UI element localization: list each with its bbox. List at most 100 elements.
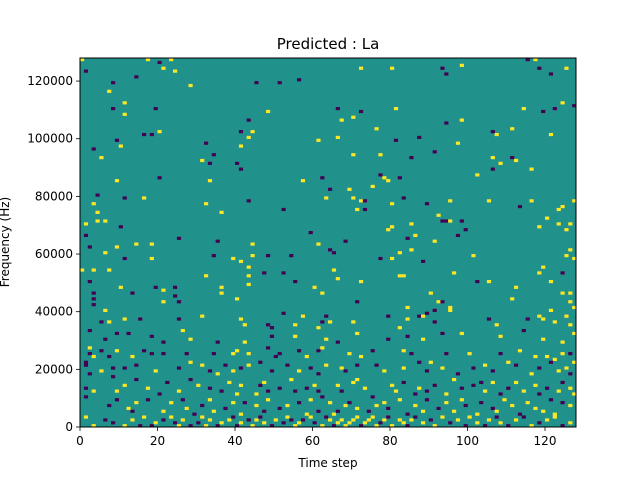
heatmap-cell [83, 386, 89, 390]
heatmap-cell [235, 424, 240, 428]
heatmap-cell [134, 75, 139, 79]
heatmap-cell [448, 308, 453, 312]
heatmap-cell [471, 254, 476, 258]
heatmap-cell [448, 421, 453, 425]
heatmap-cell [331, 412, 337, 416]
heatmap-cell [285, 415, 290, 419]
heatmap-cell [134, 401, 139, 405]
heatmap-cell [459, 331, 464, 336]
heatmap-cell [382, 418, 387, 422]
heatmap-cell [103, 418, 108, 422]
heatmap-cell [390, 225, 395, 229]
heatmap-cell [502, 398, 507, 402]
heatmap-cell [215, 372, 220, 376]
y-tick-label: 60000 [35, 247, 73, 261]
heatmap-cell [366, 418, 371, 422]
heatmap-cell [223, 406, 228, 410]
heatmap-cell [335, 383, 340, 387]
heatmap-cell [498, 421, 503, 425]
heatmap-cell [355, 377, 360, 382]
heatmap-cell [122, 383, 127, 387]
heatmap-cell [463, 228, 468, 232]
heatmap-cell [254, 418, 259, 422]
heatmap-cell [188, 424, 193, 428]
heatmap-cell [269, 424, 275, 428]
y-tick-label: 100000 [27, 132, 73, 146]
heatmap-cell [448, 199, 453, 203]
heatmap-cell [475, 279, 480, 284]
heatmap-cell [91, 291, 96, 295]
heatmap-cell [564, 314, 569, 318]
heatmap-cell [486, 317, 492, 321]
heatmap-cell [568, 403, 573, 408]
x-axis-label: Time step [297, 456, 357, 470]
heatmap-cell [459, 386, 464, 390]
heatmap-cell [273, 418, 278, 422]
heatmap-cell [432, 308, 437, 312]
heatmap-cell [169, 415, 174, 419]
heatmap-cell [91, 147, 96, 151]
heatmap-cell [145, 58, 151, 62]
heatmap-cell [293, 424, 298, 428]
heatmap-cell [417, 360, 422, 364]
heatmap-cell [537, 421, 542, 425]
heatmap-cell [475, 173, 480, 177]
heatmap-cell [455, 372, 461, 376]
heatmap-cell [498, 334, 503, 338]
heatmap-cell [297, 78, 302, 82]
heatmap-cell [231, 352, 236, 356]
heatmap-cell [421, 409, 426, 413]
heatmap-cell [331, 251, 337, 255]
heatmap-cell [568, 248, 573, 252]
heatmap-cell [207, 418, 213, 422]
heatmap-cell [339, 118, 344, 122]
heatmap-cell [525, 317, 530, 321]
heatmap-cell [215, 239, 220, 243]
heatmap-cell [339, 366, 344, 370]
heatmap-cell [444, 392, 449, 396]
heatmap-cell [405, 317, 410, 321]
heatmap-cell [335, 135, 340, 140]
heatmap-cell [471, 366, 476, 370]
heatmap-cell [161, 288, 166, 292]
heatmap-cell [552, 412, 557, 416]
plot-area [79, 57, 577, 428]
heatmap-cell [424, 398, 430, 402]
heatmap-cell [87, 372, 92, 376]
heatmap-cell [173, 69, 178, 73]
heatmap-cell [297, 421, 302, 425]
heatmap-cell [91, 297, 96, 301]
heatmap-cell [514, 380, 519, 385]
plot-frame [79, 57, 577, 428]
heatmap-cell [378, 421, 383, 425]
heatmap-cell [173, 294, 178, 298]
heatmap-cell [200, 314, 205, 318]
y-axis-ticks: 0 20000 40000 60000 80000 100000 120000 [27, 74, 80, 434]
heatmap-cell [200, 363, 205, 367]
heatmap-cell [370, 184, 375, 189]
heatmap-cell [161, 409, 166, 413]
x-tick-label: 60 [305, 434, 320, 448]
heatmap-cell [351, 115, 356, 119]
heatmap-cell [289, 377, 294, 382]
heatmap-cell [529, 372, 534, 376]
heatmap-cell [320, 176, 325, 180]
heatmap-cell [316, 138, 321, 142]
heatmap-cell [91, 389, 96, 393]
heatmap-cell [173, 421, 178, 425]
heatmap-cell [572, 104, 577, 108]
heatmap-cell [87, 352, 92, 356]
heatmap-cell [568, 421, 573, 425]
heatmap-cell [436, 213, 441, 217]
heatmap-cell [397, 274, 402, 278]
heatmap-cell [200, 158, 205, 163]
heatmap-cell [444, 219, 449, 223]
heatmap-cell [266, 389, 271, 393]
heatmap-cell [409, 222, 414, 226]
heatmap-cell [114, 389, 120, 393]
heatmap-cell [397, 251, 402, 255]
heatmap-cell [114, 349, 120, 353]
heatmap-cell [405, 305, 410, 310]
heatmap-cell [428, 360, 433, 364]
heatmap-cell [355, 363, 360, 367]
